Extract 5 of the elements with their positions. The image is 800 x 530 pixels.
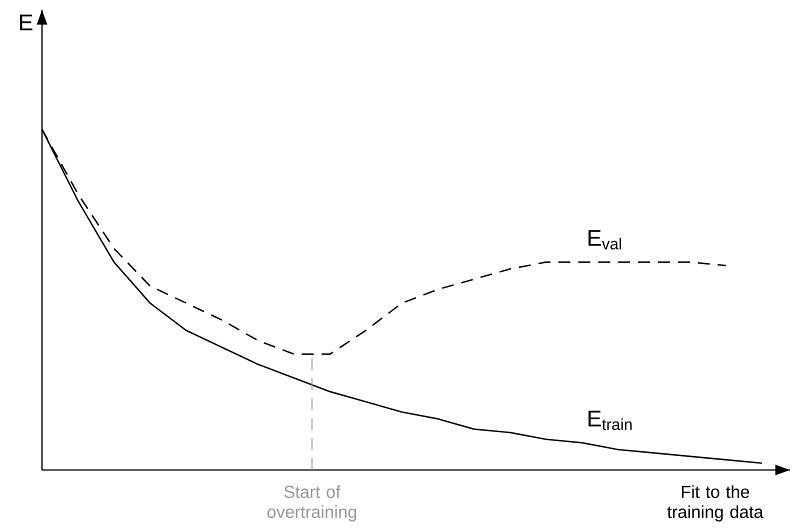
y-axis-title: E (20, 14, 32, 30)
text: Start of overtraining (267, 485, 356, 522)
x-axis-title: Fit to the training data (667, 485, 764, 522)
series-label: E$_{val}$ (588, 230, 622, 250)
series-label: E$_{train}$ (588, 410, 632, 430)
